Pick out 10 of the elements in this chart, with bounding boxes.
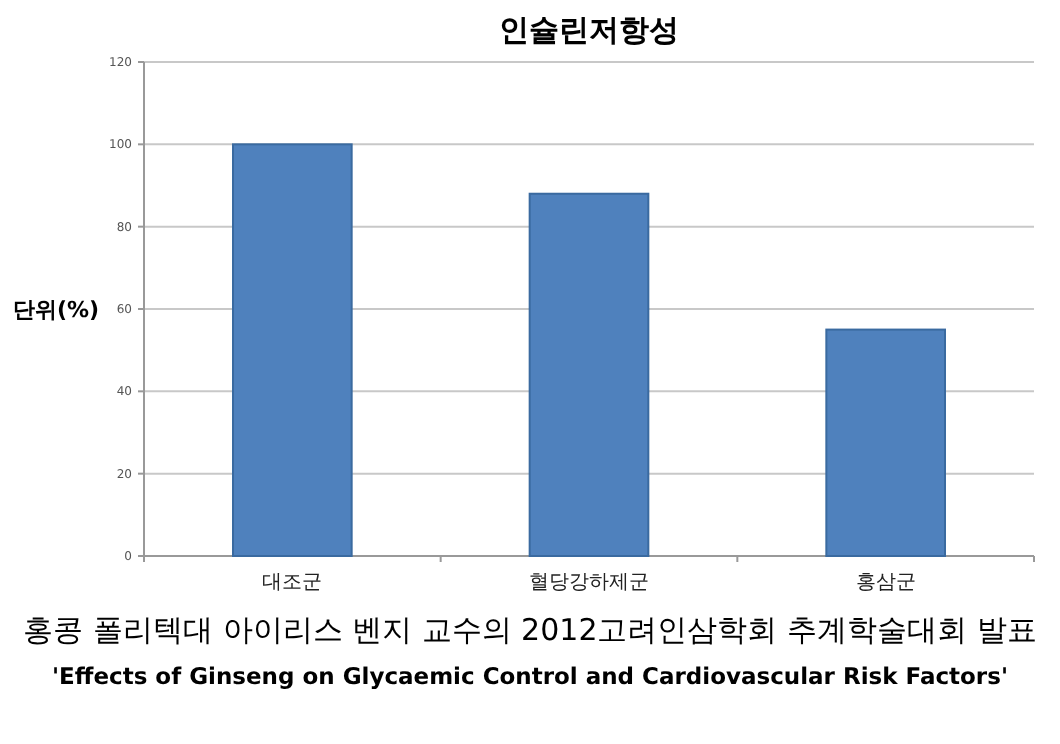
bar [528,192,650,557]
x-tick-label: 홍삼군 [855,572,916,594]
x-tick-label: 대조군 [262,572,323,594]
bar [825,328,946,557]
chart-title: 인슐린저항성 [499,12,679,48]
bar [232,143,353,557]
text: 'Effects of Ginseng on Glycaemic Control and Cardiovascular Risk Factors' [52,662,1008,690]
y-axis-title: 단위(%) [12,297,100,323]
x-tick-label: 혈당강하제군 [529,572,649,594]
text: 홍콩 폴리텍대 아이리스 벤지 교수의 2012고려인삼학회 추계학술대회 발표 [23,612,1037,648]
